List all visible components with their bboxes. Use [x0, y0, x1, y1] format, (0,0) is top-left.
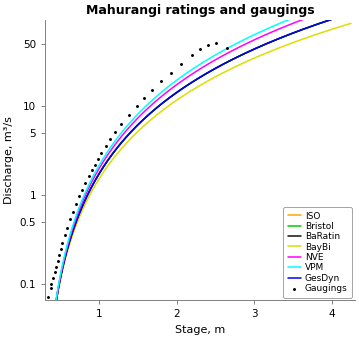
Bristol	[181, 86, 186, 90]
Gaugings	[168, 70, 173, 75]
VPM	[273, 23, 278, 27]
NVE	[247, 40, 252, 44]
BayBi	[223, 69, 228, 74]
BayBi	[273, 47, 278, 52]
Line: VPM: VPM	[45, 0, 351, 339]
BaRatin	[273, 38, 278, 42]
Gaugings	[62, 233, 67, 238]
Gaugings	[52, 270, 57, 275]
Bristol	[349, 11, 353, 15]
Title: Mahurangi ratings and gaugings: Mahurangi ratings and gaugings	[86, 4, 314, 17]
Bristol	[273, 38, 278, 42]
NVE	[181, 78, 186, 82]
Bristol	[223, 61, 228, 65]
Gaugings	[67, 217, 73, 222]
ISO	[97, 171, 102, 175]
Gaugings	[58, 246, 64, 252]
Gaugings	[178, 61, 183, 67]
ISO	[349, 11, 353, 15]
Gaugings	[59, 241, 65, 246]
Gaugings	[64, 226, 70, 231]
VPM	[181, 73, 186, 77]
BaRatin	[223, 61, 228, 65]
Gaugings	[149, 87, 155, 92]
Gaugings	[213, 40, 218, 46]
GesDyn	[247, 49, 252, 53]
Gaugings	[197, 47, 203, 52]
Gaugings	[73, 201, 79, 206]
NVE	[349, 1, 353, 5]
VPM	[247, 35, 252, 39]
Gaugings	[205, 42, 211, 48]
Line: BayBi: BayBi	[45, 23, 351, 339]
Bristol	[97, 171, 102, 175]
BaRatin	[97, 171, 102, 175]
Gaugings	[48, 281, 54, 286]
BaRatin	[122, 138, 126, 142]
NVE	[223, 52, 228, 56]
X-axis label: Stage, m: Stage, m	[175, 325, 225, 335]
Gaugings	[126, 112, 132, 118]
Gaugings	[107, 137, 113, 142]
Gaugings	[134, 104, 139, 109]
NVE	[97, 166, 102, 170]
BayBi	[181, 94, 186, 98]
NVE	[273, 28, 278, 33]
Gaugings	[86, 174, 92, 179]
Gaugings	[80, 187, 85, 192]
Line: NVE: NVE	[45, 3, 351, 339]
BayBi	[349, 21, 353, 25]
Bristol	[247, 49, 252, 53]
ISO	[223, 61, 228, 65]
Gaugings	[48, 285, 53, 291]
Gaugings	[56, 253, 62, 258]
BaRatin	[247, 49, 252, 53]
Gaugings	[95, 156, 101, 162]
Line: ISO: ISO	[45, 13, 351, 339]
Gaugings	[190, 52, 195, 58]
Gaugings	[76, 194, 82, 199]
Gaugings	[83, 180, 88, 185]
Gaugings	[224, 45, 230, 51]
Gaugings	[55, 258, 61, 264]
GesDyn	[122, 138, 126, 142]
BaRatin	[349, 11, 353, 15]
BayBi	[97, 176, 102, 180]
GesDyn	[181, 86, 186, 90]
Gaugings	[118, 121, 124, 127]
Gaugings	[158, 78, 164, 83]
GesDyn	[273, 38, 278, 42]
Line: BaRatin: BaRatin	[45, 13, 351, 339]
NVE	[122, 132, 126, 136]
VPM	[223, 47, 228, 52]
Line: Bristol: Bristol	[45, 13, 351, 339]
VPM	[97, 163, 102, 167]
BayBi	[247, 58, 252, 62]
Bristol	[122, 138, 126, 142]
Gaugings	[46, 295, 51, 300]
Gaugings	[53, 264, 59, 270]
GesDyn	[223, 61, 228, 65]
BaRatin	[181, 86, 186, 90]
BayBi	[122, 144, 126, 148]
Gaugings	[70, 209, 76, 214]
ISO	[181, 86, 186, 90]
VPM	[122, 128, 126, 132]
Gaugings	[141, 95, 147, 100]
Line: GesDyn: GesDyn	[45, 13, 351, 339]
ISO	[273, 38, 278, 42]
Legend: ISO, Bristol, BaRatin, BayBi, NVE, VPM, GesDyn, Gaugings: ISO, Bristol, BaRatin, BayBi, NVE, VPM, …	[283, 207, 352, 298]
Gaugings	[89, 167, 94, 173]
ISO	[247, 49, 252, 53]
ISO	[122, 138, 126, 142]
Gaugings	[98, 151, 104, 156]
Gaugings	[103, 143, 108, 149]
Gaugings	[92, 162, 98, 167]
GesDyn	[349, 11, 353, 15]
Y-axis label: Discharge, m³/s: Discharge, m³/s	[4, 116, 14, 204]
GesDyn	[97, 171, 102, 175]
Gaugings	[50, 276, 56, 281]
Gaugings	[112, 129, 118, 135]
